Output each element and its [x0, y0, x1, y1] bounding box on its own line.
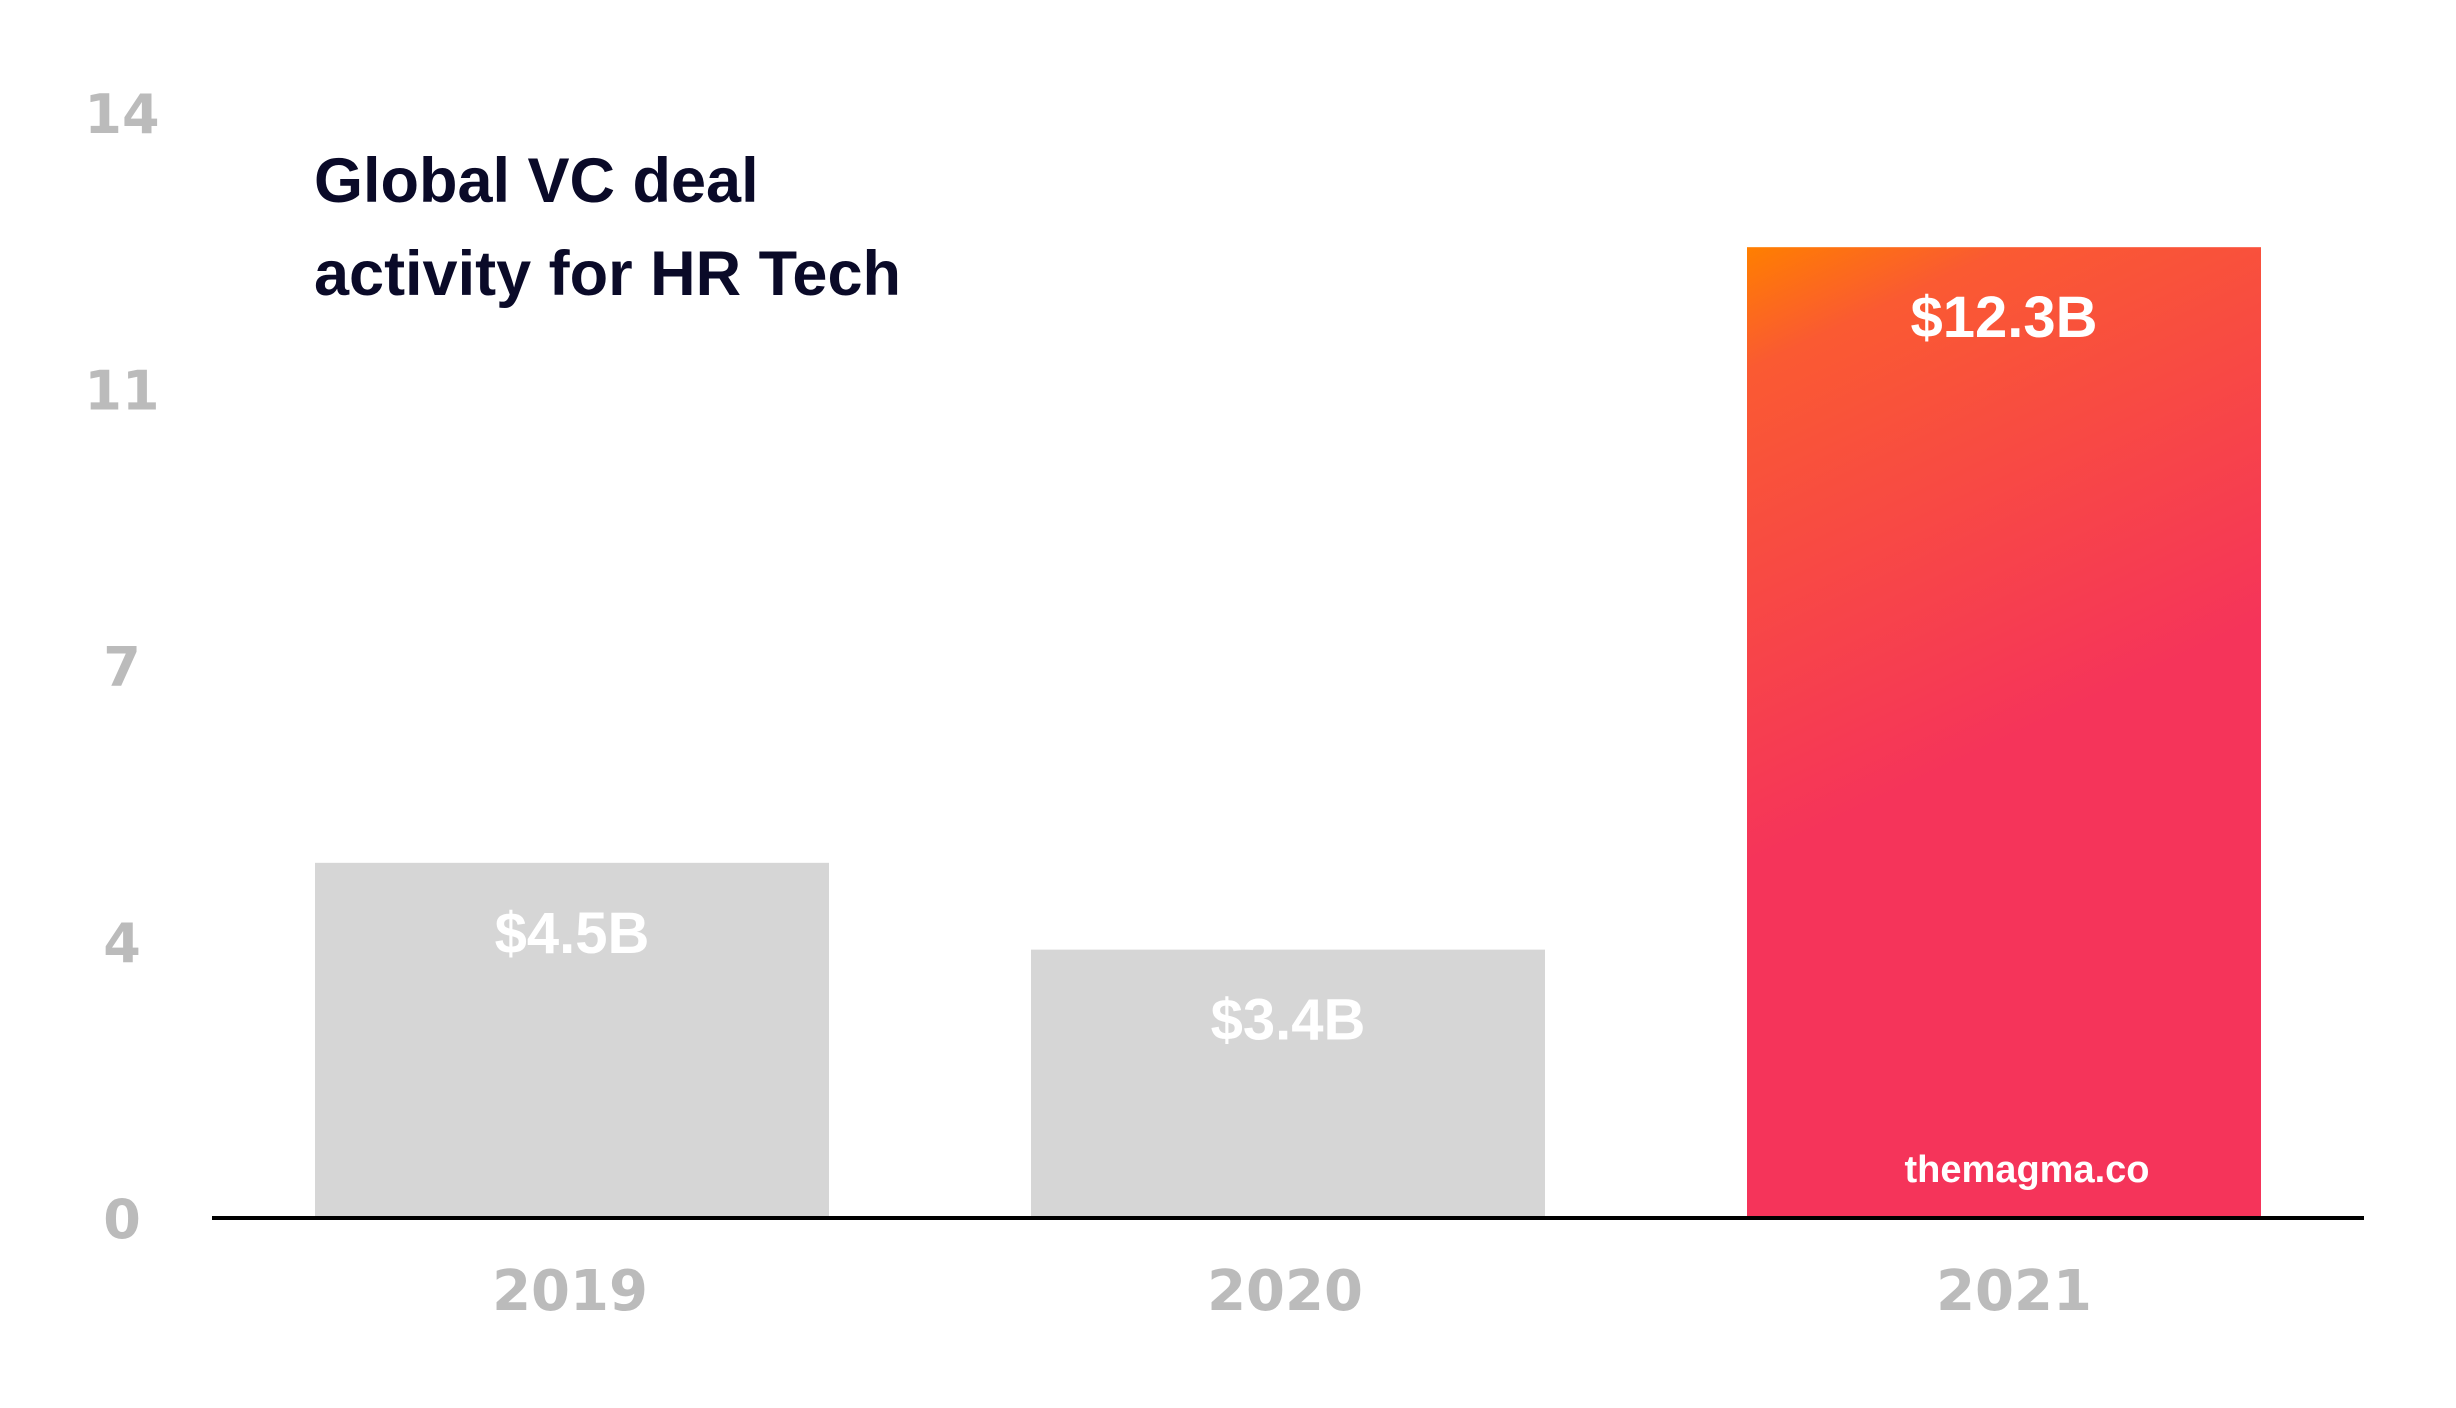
y-tick-label: 4 [103, 912, 141, 975]
title-line-1: Global VC deal [314, 146, 759, 216]
bar-value-label: $3.4B [1211, 988, 1366, 1053]
watermark: themagma.co [1905, 1149, 2150, 1191]
x-tick-label: 2020 [1207, 1259, 1363, 1324]
y-tick-label: 0 [103, 1188, 141, 1251]
x-axis-labels: 2019 2020 2021 [492, 1259, 2092, 1324]
y-axis-ticks: 0 4 7 11 14 [84, 83, 159, 1251]
bar-2020 [1031, 949, 1545, 1218]
bar-value-label: $12.3B [1910, 285, 2097, 350]
y-tick-label: 11 [84, 359, 159, 422]
x-tick-label: 2019 [492, 1259, 648, 1324]
chart-title: Global VC deal activity for HR Tech [314, 146, 901, 309]
title-line-2: activity for HR Tech [314, 239, 901, 309]
bars: $4.5B $3.4B $12.3B [315, 247, 2261, 1218]
y-tick-label: 7 [103, 636, 141, 699]
bar-2021 [1747, 247, 2261, 1218]
y-tick-label: 14 [84, 83, 159, 146]
x-tick-label: 2021 [1936, 1259, 2092, 1324]
bar-2019 [315, 862, 829, 1218]
bar-value-label: $4.5B [495, 901, 650, 966]
